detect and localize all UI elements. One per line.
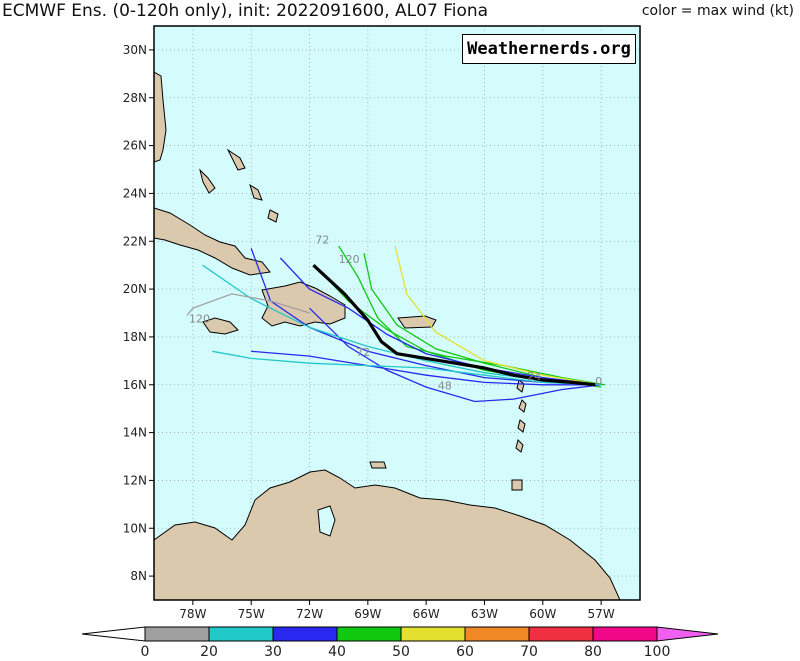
bahamas-island xyxy=(249,183,263,201)
ensemble-member-track xyxy=(186,293,310,316)
lesser-antilles-island xyxy=(518,399,527,413)
forecast-hour-label: 120 xyxy=(189,313,210,326)
colorbar-segment xyxy=(272,626,338,642)
lon-tick-label: 57W xyxy=(588,607,615,621)
lon-tick-label: 72W xyxy=(296,607,323,621)
lon-tick-label: 78W xyxy=(179,607,206,621)
wind-colorbar: 0 20 30 40 50 60 70 80 100 xyxy=(81,626,719,660)
colorbar-segment xyxy=(336,626,402,642)
ensemble-member-track xyxy=(251,350,602,386)
lesser-antilles-island xyxy=(517,419,526,433)
lon-tick-label: 66W xyxy=(413,607,440,621)
lesser-antilles-island xyxy=(515,439,524,453)
colorbar-segment xyxy=(528,626,594,642)
land-masses xyxy=(154,71,621,600)
colorbar-tick-label: 30 xyxy=(264,644,282,660)
lat-tick-label: 8N xyxy=(130,569,147,583)
weathernerds-logo: Weathernerds.org xyxy=(462,34,636,64)
lon-tick-label: 60W xyxy=(529,607,556,621)
lesser-antilles-island xyxy=(516,379,525,393)
lat-tick-label: 22N xyxy=(123,234,147,248)
ensemble-tracks xyxy=(186,245,606,403)
colorbar-segment xyxy=(400,626,466,642)
lat-tick-label: 30N xyxy=(123,43,147,57)
cuba-land xyxy=(154,207,271,276)
lat-tick-label: 20N xyxy=(123,282,147,296)
lat-tick-label: 16N xyxy=(123,378,147,392)
ensemble-member-track xyxy=(394,245,602,386)
colorbar-tick-label: 20 xyxy=(200,644,218,660)
lat-tick-label: 26N xyxy=(123,139,147,153)
bahamas-island xyxy=(267,209,279,223)
colorbar-tick-label: 70 xyxy=(520,644,538,660)
lat-tick-label: 18N xyxy=(123,330,147,344)
lon-tick-label: 69W xyxy=(354,607,381,621)
forecast-hour-label: 48 xyxy=(438,380,452,393)
colorbar-segment xyxy=(464,626,530,642)
florida-land xyxy=(154,71,167,163)
colorbar-segment xyxy=(144,626,210,642)
bahamas-island xyxy=(226,148,246,171)
longitude-axis: 78W 75W 72W 69W 66W 63W 60W 57W xyxy=(179,600,615,621)
colorbar-tick-label: 60 xyxy=(456,644,474,660)
forecast-hour-label: 72 xyxy=(315,234,329,247)
trinidad-island xyxy=(511,479,523,491)
colorbar-tick-label: 80 xyxy=(584,644,602,660)
lat-tick-label: 12N xyxy=(123,473,147,487)
forecast-hour-label: 24 xyxy=(527,370,541,383)
forecast-hour-labels: 120 72 120 72 48 24 0 xyxy=(189,234,602,393)
colorbar-low-arrow xyxy=(81,626,146,642)
lake-maracaibo xyxy=(317,505,336,537)
lat-tick-label: 24N xyxy=(123,186,147,200)
colorbar-tick-label: 40 xyxy=(328,644,346,660)
colorbar-tick-label: 50 xyxy=(392,644,410,660)
ensemble-member-track xyxy=(212,350,602,386)
ensemble-mean-track xyxy=(312,264,596,387)
colorbar-high-arrow xyxy=(656,626,719,642)
forecast-hour-label: 120 xyxy=(339,253,360,266)
map-title: ECMWF Ens. (0-120h only), init: 20220916… xyxy=(2,1,489,21)
south-america-land xyxy=(154,469,621,600)
lat-tick-label: 28N xyxy=(123,91,147,105)
ensemble-member-track xyxy=(279,257,602,386)
abc-island xyxy=(369,461,387,469)
colorbar-segment xyxy=(592,626,658,642)
lat-tick-label: 14N xyxy=(123,426,147,440)
forecast-hour-label: 0 xyxy=(595,375,602,388)
lon-tick-label: 75W xyxy=(238,607,265,621)
jamaica-land xyxy=(202,317,239,335)
lat-tick-label: 10N xyxy=(123,521,147,535)
colorbar-segment xyxy=(208,626,274,642)
latitude-axis: 8N 10N 12N 14N 16N 18N 20N 22N 24N 26N 28N 30N xyxy=(123,43,154,583)
puerto-rico-land xyxy=(397,315,437,329)
ensemble-member-track xyxy=(309,307,602,403)
colorbar-tick-label: 0 xyxy=(141,644,150,660)
colorbar-tick-label: 100 xyxy=(644,644,671,660)
bahamas-island xyxy=(199,168,216,194)
lon-tick-label: 63W xyxy=(471,607,498,621)
graticule xyxy=(154,26,640,600)
colorbar-caption: color = max wind (kt) xyxy=(641,3,794,19)
forecast-hour-label: 72 xyxy=(356,346,370,359)
plot-frame xyxy=(153,25,641,601)
